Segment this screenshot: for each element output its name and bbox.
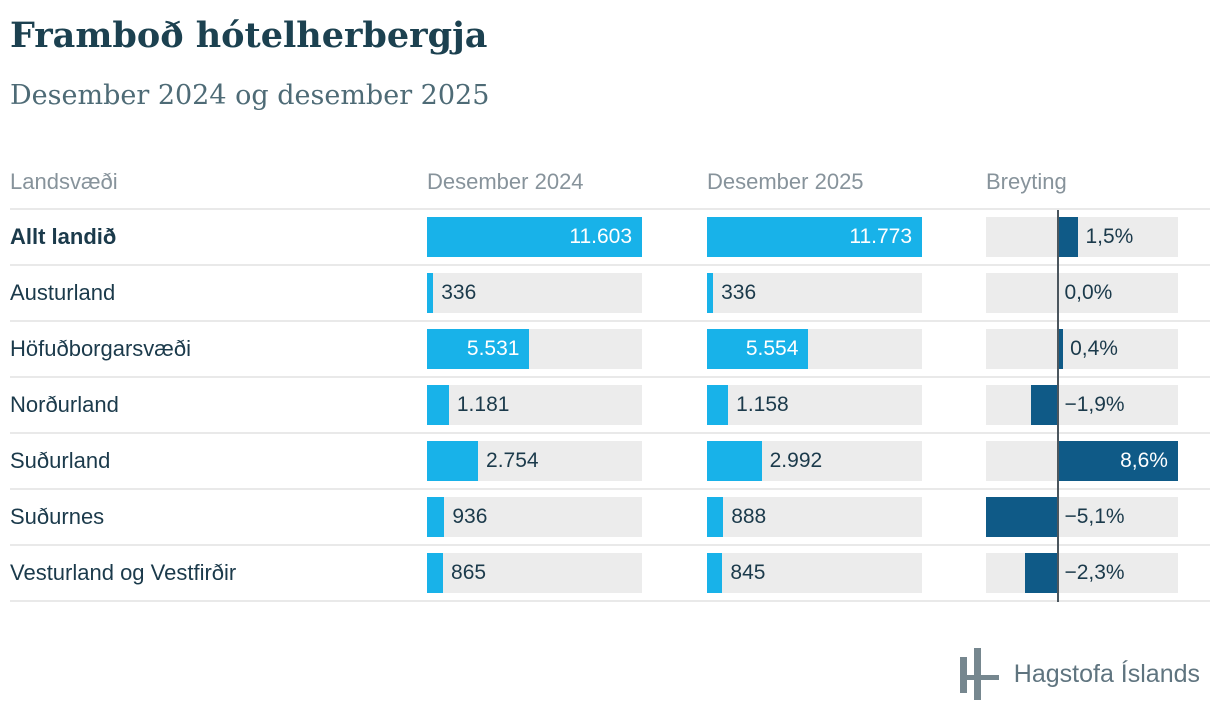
bar-dec2025: 5.554 — [707, 328, 809, 369]
region-label: Vesturland og Vestfirðir — [10, 559, 237, 585]
bar-change — [986, 496, 1058, 537]
bar-track-dec2024: 936 — [427, 496, 642, 537]
bar-value-label: 336 — [441, 280, 477, 304]
bar-dec2024 — [427, 552, 444, 593]
column-header-dec2024: Desember 2024 — [427, 168, 584, 194]
change-value-label: 8,6% — [1120, 448, 1168, 472]
bar-dec2025 — [707, 440, 762, 481]
bar-track-dec2025: 2.992 — [707, 440, 922, 481]
bar-value-label: 336 — [721, 280, 757, 304]
bar-dec2025: 11.773 — [707, 216, 922, 257]
region-label: Suðurland — [10, 447, 111, 473]
bar-dec2024: 5.531 — [427, 328, 530, 369]
bar-dec2025 — [707, 272, 714, 313]
bar-track-dec2024: 336 — [427, 272, 642, 313]
table-row: Suðurnes 936 888 −5,1% — [10, 490, 1210, 546]
page-title: Framboð hótelherbergja — [10, 15, 488, 56]
bar-change — [1030, 384, 1058, 425]
footer-logo-text: Hagstofa Íslands — [1013, 659, 1200, 688]
bar-track-dec2025: 5.554 — [707, 328, 922, 369]
bar-track-dec2024: 2.754 — [427, 440, 642, 481]
bar-value-label: 5.554 — [745, 336, 799, 360]
bar-change — [1057, 216, 1079, 257]
region-label: Höfuðborgarsvæði — [10, 335, 191, 361]
bar-value-label: 11.773 — [849, 224, 912, 248]
bar-change: 8,6% — [1057, 440, 1178, 481]
bar-track-dec2024: 1.181 — [427, 384, 642, 425]
bar-track-dec2024: 5.531 — [427, 328, 642, 369]
bar-track-change: −1,9% — [986, 384, 1178, 425]
bar-track-dec2024: 11.603 — [427, 216, 642, 257]
table-row: Vesturland og Vestfirðir 865 845 −2,3% — [10, 546, 1210, 602]
page-subtitle: Desember 2024 og desember 2025 — [10, 79, 490, 111]
bar-track-change: −2,3% — [986, 552, 1178, 593]
bar-track-change: 0,4% — [986, 328, 1178, 369]
bar-dec2024: 11.603 — [427, 216, 642, 257]
bar-track-change: 1,5% — [986, 216, 1178, 257]
bar-value-label: 1.158 — [736, 392, 789, 416]
bar-track-dec2025: 845 — [707, 552, 922, 593]
region-label: Allt landið — [10, 223, 117, 249]
region-label: Norðurland — [10, 391, 119, 417]
region-label: Austurland — [10, 279, 116, 305]
bar-dec2024 — [427, 440, 479, 481]
bar-value-label: 2.754 — [486, 448, 539, 472]
table-row: Suðurland 2.754 2.992 8,6% — [10, 434, 1210, 490]
bar-dec2024 — [427, 272, 434, 313]
bar-value-label: 936 — [452, 504, 488, 528]
bar-value-label: 11.603 — [569, 224, 632, 248]
table-header: Landsvæði Desember 2024 Desember 2025 Br… — [10, 169, 1220, 195]
bar-dec2024 — [427, 496, 445, 537]
bar-track-dec2024: 865 — [427, 552, 642, 593]
table-row: Allt landið 11.603 11.773 1,5% — [10, 210, 1210, 266]
zero-axis-line — [1057, 209, 1059, 602]
change-value-label: −1,9% — [1064, 392, 1125, 416]
bar-value-label: 5.531 — [466, 336, 520, 360]
bar-track-change: 0,0% — [986, 272, 1178, 313]
change-value-label: −2,3% — [1064, 560, 1125, 584]
bar-value-label: 1.181 — [456, 392, 510, 416]
bar-change — [1025, 552, 1058, 593]
bar-track-dec2025: 888 — [707, 496, 922, 537]
bar-dec2024 — [427, 384, 449, 425]
table-row: Höfuðborgarsvæði 5.531 5.554 0,4% — [10, 322, 1210, 378]
column-header-region: Landsvæði — [10, 168, 118, 194]
column-header-dec2025: Desember 2025 — [707, 168, 864, 194]
bar-track-dec2025: 11.773 — [707, 216, 922, 257]
bar-value-label: 845 — [730, 560, 766, 584]
table-body: Allt landið 11.603 11.773 1,5% Austurland 336… — [10, 207, 1210, 602]
bar-dec2025 — [707, 496, 724, 537]
bar-track-change: −5,1% — [986, 496, 1178, 537]
change-value-label: −5,1% — [1064, 504, 1125, 528]
bar-dec2025 — [707, 552, 723, 593]
change-value-label: 0,4% — [1070, 336, 1118, 360]
bar-track-change: 8,6% — [986, 440, 1178, 481]
bar-dec2025 — [707, 384, 729, 425]
bar-track-dec2025: 1.158 — [707, 384, 922, 425]
bar-value-label: 888 — [731, 504, 767, 528]
bar-value-label: 865 — [451, 560, 487, 584]
footer: Hagstofa Íslands — [950, 642, 1200, 706]
table-row: Norðurland 1.181 1.158 −1,9% — [10, 378, 1210, 434]
column-header-change: Breyting — [986, 168, 1067, 194]
bar-change — [1057, 328, 1064, 369]
page: Framboð hótelherbergja Desember 2024 og … — [10, 15, 1220, 700]
table-row: Austurland 336 336 0,0% — [10, 266, 1210, 322]
bar-value-label: 2.992 — [769, 448, 823, 472]
change-value-label: 0,0% — [1064, 280, 1113, 304]
bar-track-dec2025: 336 — [707, 272, 922, 313]
change-value-label: 1,5% — [1085, 224, 1134, 248]
hagstofa-logo-icon — [950, 642, 1000, 706]
region-label: Suðurnes — [10, 503, 105, 529]
